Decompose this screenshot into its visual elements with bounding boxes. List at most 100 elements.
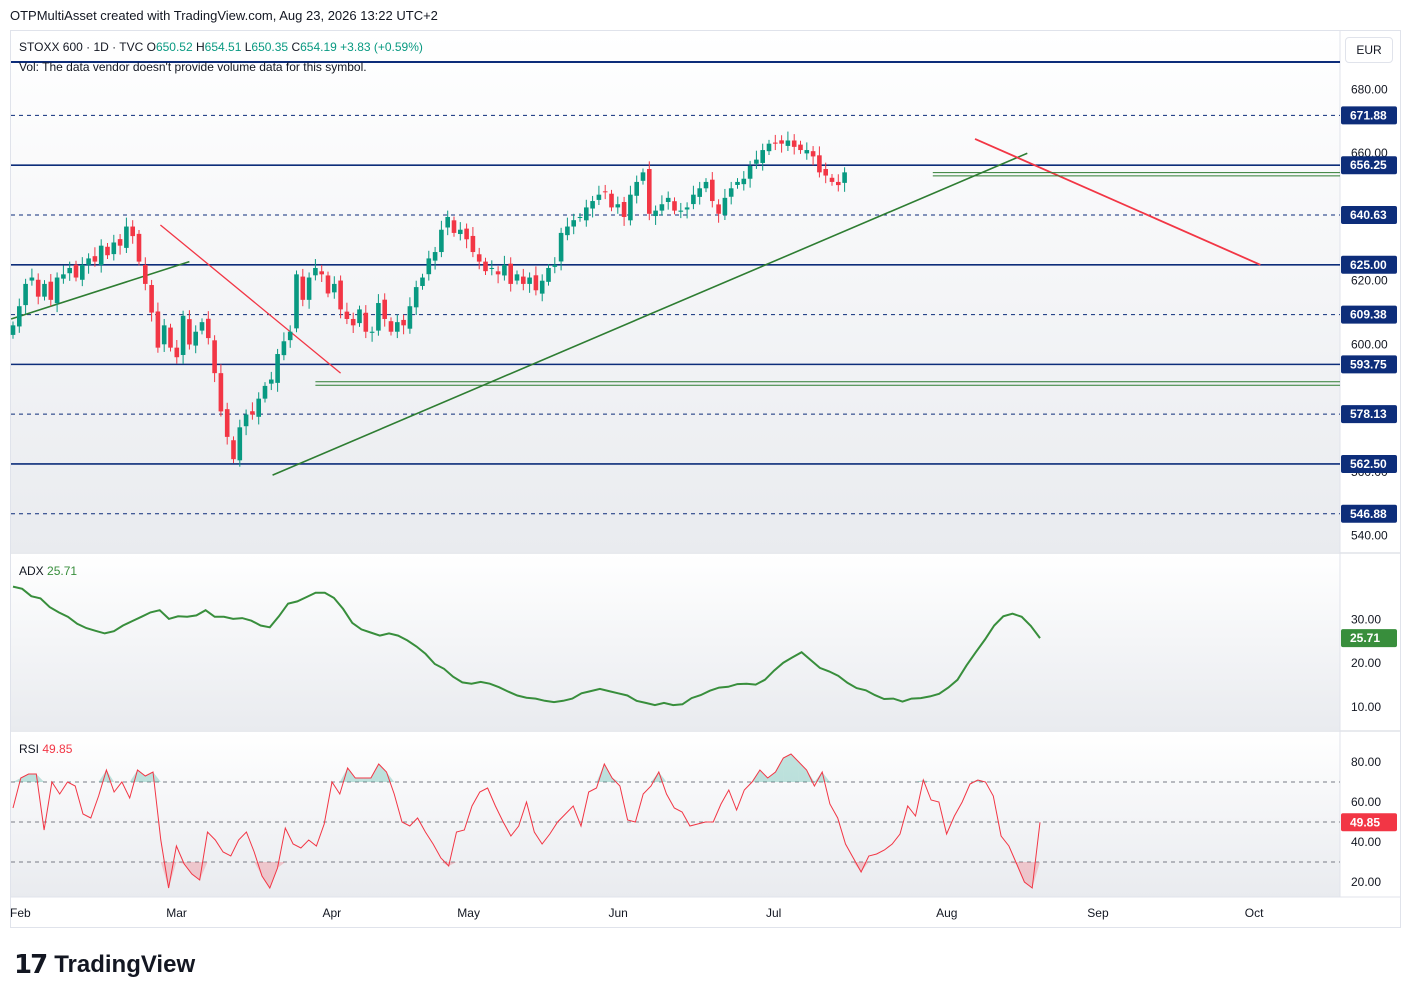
candle-body (269, 379, 274, 384)
candle-body (161, 325, 167, 345)
candle-body (149, 285, 154, 313)
time-axis-label: Oct (1245, 906, 1264, 920)
candle-body (388, 321, 394, 332)
rsi-oversold-fill (269, 862, 278, 888)
time-axis[interactable]: Feb Mar Apr May Jun Jul Aug Sep Oct (10, 906, 1264, 920)
tradingview-logo[interactable]: 17 TradingView (14, 950, 195, 980)
candle-body (420, 277, 425, 286)
candle-body (218, 373, 224, 412)
uptrend-line[interactable] (272, 152, 1028, 476)
candle-body (350, 318, 356, 326)
candle-body (136, 233, 142, 262)
candle-body (760, 150, 765, 163)
candle-body (48, 281, 54, 300)
candle-body (193, 331, 198, 346)
candle-body (23, 283, 28, 306)
candle-body (691, 194, 696, 205)
candle-body (395, 322, 400, 332)
candle-body (558, 232, 564, 262)
horizontal-levels[interactable] (11, 61, 1340, 515)
rsi-overbought-fill (386, 772, 395, 782)
level-price-tag: 562.50 (1350, 457, 1387, 471)
candle-body (659, 204, 665, 211)
downtrend-line[interactable] (160, 224, 342, 374)
candle-body (98, 245, 104, 265)
rsi-overbought-fill (98, 770, 107, 782)
candle-body (565, 226, 570, 236)
rsi-oversold-fill (853, 862, 862, 872)
candle-body (117, 239, 123, 246)
main-pane-bg (11, 31, 1340, 552)
rsi-oversold-fill (448, 862, 457, 866)
candle-body (602, 191, 608, 193)
level-price-tag-bg (1341, 305, 1397, 324)
candle-body (779, 140, 784, 144)
candle-body (92, 256, 98, 262)
candle-body (319, 271, 324, 275)
candle-body (105, 246, 110, 256)
rsi-overbought-fill (791, 754, 799, 782)
candle-body (590, 201, 595, 209)
adx-value-tag-bg (1341, 629, 1397, 648)
close-value: 654.19 (300, 40, 337, 54)
rsi-oversold-fill (440, 862, 449, 866)
volume-note: Vol: The data vendor doesn't provide vol… (19, 60, 367, 74)
rsi-overbought-fill (137, 770, 146, 782)
candle-body (73, 264, 79, 278)
currency-button[interactable]: EUR (1345, 37, 1393, 63)
candle-body (287, 331, 293, 341)
rsi-series[interactable] (11, 753, 1340, 890)
candle-body (155, 311, 161, 348)
candle-body (747, 165, 753, 179)
level-price-tag: 625.00 (1350, 258, 1387, 272)
uptrend-line[interactable] (10, 260, 190, 320)
candle-body (306, 277, 312, 300)
price-axis[interactable]: 680.00660.00620.00600.00560.00540.0030.0… (1351, 82, 1388, 889)
adx-line[interactable] (12, 585, 1041, 707)
candle-body (514, 274, 520, 281)
candle-body (665, 197, 671, 203)
level-price-tag: 640.63 (1350, 208, 1387, 222)
candle-body (798, 144, 803, 151)
low-value: 650.35 (251, 40, 289, 54)
drawing-tools[interactable] (10, 138, 1340, 476)
candle-body (502, 264, 507, 276)
candle-body (143, 264, 148, 284)
open-value: 650.52 (155, 40, 193, 54)
level-price-tag-bg (1341, 156, 1397, 175)
price-tick-label: 620.00 (1351, 274, 1388, 288)
candle-body (180, 315, 186, 355)
candle-body (621, 202, 627, 217)
candle-body (369, 331, 375, 333)
candle-body (54, 277, 60, 304)
rsi-overbought-fill (36, 774, 45, 782)
candle-body (67, 267, 72, 274)
symbol-legend[interactable]: STOXX 600 · 1D · TVC O650.52 H654.51 L65… (19, 40, 423, 54)
candle-body (728, 188, 734, 197)
candle-body (527, 277, 532, 284)
rsi-oversold-fill (861, 862, 869, 872)
rsi-oversold-fill (1024, 862, 1033, 888)
rsi-overbought-fill (775, 758, 784, 782)
candle-body (836, 181, 841, 186)
candle-body (237, 427, 243, 461)
candlestick-series[interactable] (10, 131, 847, 467)
level-price-tag: 546.88 (1350, 507, 1387, 521)
downtrend-line[interactable] (974, 138, 1261, 266)
level-price-tag-bg (1341, 205, 1397, 224)
adx-legend[interactable]: ADX 25.71 (19, 564, 77, 578)
candle-body (451, 220, 457, 233)
adx-series[interactable] (12, 585, 1041, 707)
candle-body (363, 312, 369, 332)
candle-body (243, 414, 249, 427)
candle-body (741, 178, 747, 185)
rsi-overbought-fill (28, 774, 37, 782)
rsi-title: RSI (19, 742, 40, 756)
candle-body (382, 299, 387, 319)
rsi-legend[interactable]: RSI 49.85 (19, 742, 72, 756)
candle-body (823, 169, 828, 176)
candle-body (458, 229, 463, 235)
rsi-line[interactable] (12, 753, 1041, 890)
candle-body (80, 264, 85, 280)
